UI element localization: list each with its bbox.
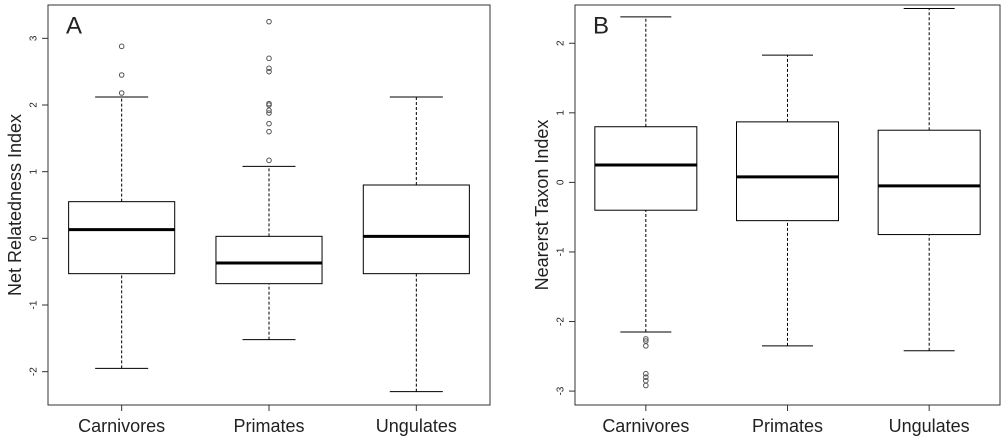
outlier [643, 374, 649, 380]
outlier [266, 107, 272, 114]
y-tick-label: 2 [29, 102, 40, 108]
box [736, 121, 839, 222]
x-tick-label: Ungulates [889, 416, 970, 436]
panel-label: A [66, 12, 82, 39]
box [362, 184, 470, 275]
outlier [643, 343, 649, 349]
outlier [118, 43, 125, 50]
y-tick-label: -1 [556, 247, 567, 256]
outlier [643, 382, 649, 389]
outlier [266, 18, 272, 25]
y-tick-label: 0 [556, 179, 567, 185]
y-tick-label: 1 [556, 110, 567, 116]
outlier [266, 110, 272, 116]
y-tick-label: 3 [29, 35, 40, 41]
x-tick-label: Carnivores [602, 416, 689, 436]
box [215, 235, 323, 285]
y-tick-label: -3 [556, 386, 567, 395]
outlier [643, 336, 649, 342]
outlier [118, 90, 125, 96]
x-tick-label: Carnivores [78, 416, 165, 436]
outlier [118, 72, 125, 78]
box [877, 129, 981, 236]
outlier [266, 55, 272, 62]
outlier [266, 65, 272, 72]
x-tick-label: Ungulates [376, 416, 457, 436]
outlier [266, 157, 272, 164]
outlier [266, 68, 272, 75]
y-tick-label: -1 [29, 300, 40, 309]
y-axis-title: Nearerst Taxon Index [532, 120, 552, 291]
y-tick-label: -2 [29, 367, 40, 376]
outlier [266, 100, 272, 107]
box [68, 201, 176, 275]
box [594, 126, 698, 211]
outlier [266, 128, 272, 135]
x-tick-label: Primates [752, 416, 823, 436]
y-tick-label: 2 [556, 40, 567, 46]
y-axis-title: Net Relatedness Index [5, 114, 25, 296]
panel-label: B [593, 12, 609, 39]
y-tick-label: -2 [556, 317, 567, 326]
outlier [643, 370, 649, 377]
x-tick-label: Primates [233, 416, 304, 436]
outlier [266, 120, 272, 127]
y-tick-label: 1 [29, 168, 40, 174]
y-tick-label: 0 [29, 235, 40, 241]
